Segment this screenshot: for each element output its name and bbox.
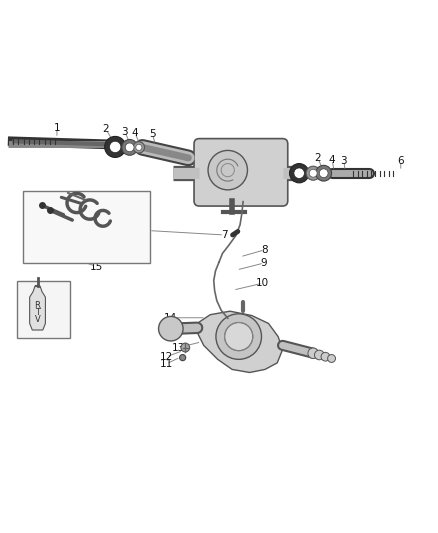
Circle shape	[294, 168, 304, 179]
Circle shape	[208, 150, 247, 190]
Circle shape	[159, 317, 183, 341]
Text: 5: 5	[149, 129, 156, 139]
Polygon shape	[197, 311, 283, 373]
Text: 4: 4	[328, 155, 336, 165]
Circle shape	[308, 348, 318, 359]
Text: 3: 3	[340, 156, 347, 166]
Circle shape	[181, 343, 190, 352]
Circle shape	[309, 169, 317, 177]
Circle shape	[306, 166, 320, 180]
Circle shape	[125, 143, 134, 152]
Text: 9: 9	[261, 258, 268, 268]
Text: 7: 7	[221, 230, 228, 240]
Text: 8: 8	[261, 245, 268, 255]
Circle shape	[319, 169, 328, 177]
Circle shape	[321, 352, 330, 361]
Circle shape	[290, 164, 309, 183]
Circle shape	[136, 144, 142, 150]
Text: 10: 10	[256, 278, 269, 288]
Circle shape	[133, 142, 145, 153]
Text: R: R	[35, 301, 40, 310]
Circle shape	[328, 354, 336, 362]
Text: 15: 15	[90, 262, 103, 271]
Circle shape	[105, 136, 126, 157]
FancyBboxPatch shape	[17, 280, 70, 338]
Circle shape	[225, 322, 253, 351]
Circle shape	[122, 140, 138, 155]
Text: 4: 4	[131, 128, 138, 138]
Circle shape	[110, 141, 121, 152]
Polygon shape	[30, 286, 46, 330]
Text: V: V	[35, 316, 40, 325]
Circle shape	[180, 354, 186, 361]
Text: 14: 14	[164, 313, 177, 323]
Text: 2: 2	[102, 124, 110, 134]
Text: T: T	[35, 308, 40, 317]
Circle shape	[316, 165, 332, 181]
Circle shape	[314, 350, 324, 360]
Text: 2: 2	[314, 153, 321, 163]
Circle shape	[216, 314, 261, 359]
FancyBboxPatch shape	[23, 191, 150, 263]
Text: 6: 6	[397, 156, 404, 166]
Text: 3: 3	[121, 127, 128, 136]
Text: 1: 1	[53, 123, 60, 133]
Text: 12: 12	[160, 352, 173, 362]
FancyBboxPatch shape	[194, 139, 288, 206]
Text: 11: 11	[160, 359, 173, 369]
Text: 13: 13	[172, 343, 185, 352]
